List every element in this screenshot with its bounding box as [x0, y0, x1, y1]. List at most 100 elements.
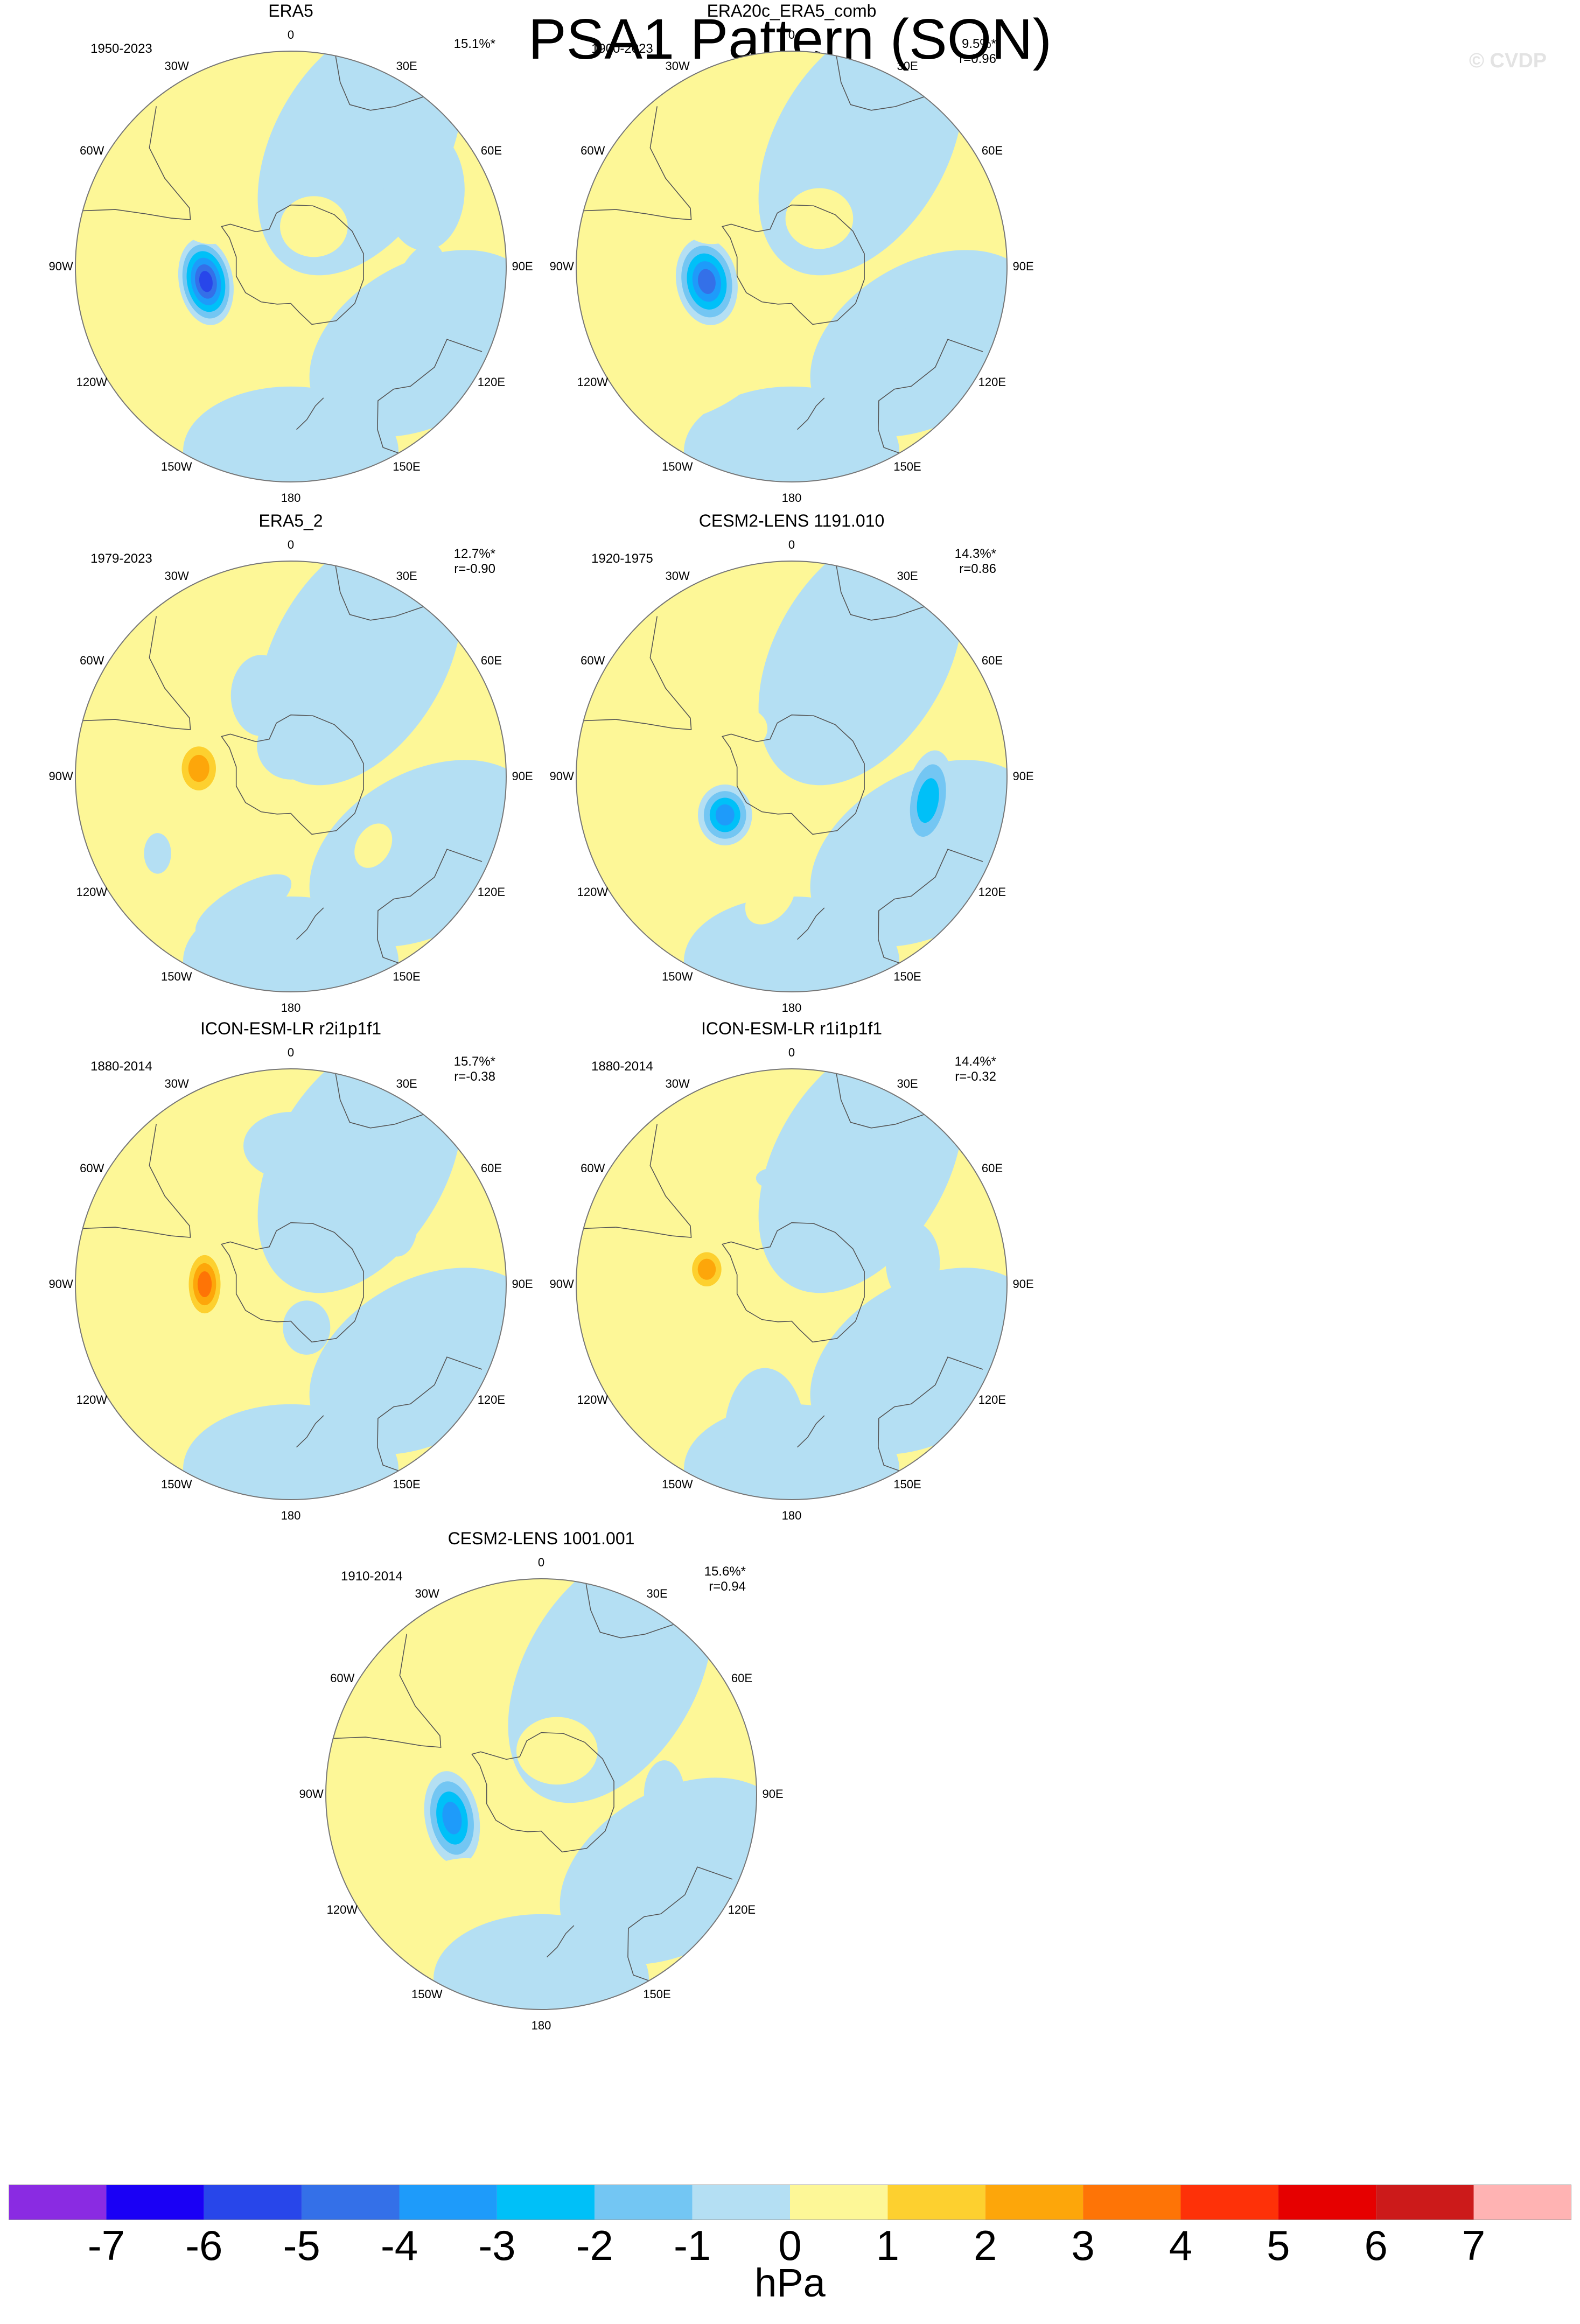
polar-map [75, 561, 507, 992]
panel-period: 1950-2023 [90, 41, 152, 56]
pattern-correlation: r=0.94 [709, 1579, 746, 1594]
longitude-label: 0 [287, 28, 295, 41]
panel-period: 1900-2023 [591, 41, 653, 56]
negative-anomaly [195, 874, 292, 939]
antarctica-coastline [221, 204, 364, 325]
longitude-label: 60E [981, 654, 1003, 667]
longitude-label: 150E [893, 970, 921, 984]
positive-anomaly [681, 197, 743, 244]
colorbar-border [9, 2185, 1571, 2220]
longitude-label: 60E [731, 1671, 753, 1685]
longitude-label: 30E [897, 59, 918, 73]
negative-anomaly [885, 1222, 940, 1304]
negative-region [183, 386, 399, 482]
variance-explained: 9.5%* [961, 37, 996, 51]
longitude-label: 60W [330, 1671, 355, 1685]
variance-explained: 14.3%* [954, 547, 996, 561]
polar-map [75, 51, 507, 482]
colorbar-tick-label: -3 [478, 2222, 516, 2269]
positive-anomaly [280, 196, 348, 257]
longitude-label: 150E [643, 1987, 671, 2001]
longitude-label: 90W [549, 1277, 574, 1291]
colorbar-swatch [790, 2185, 888, 2220]
longitude-label: 150E [893, 1478, 921, 1492]
south-america-coastline [82, 616, 191, 730]
positive-anomaly [354, 823, 393, 868]
australia-coastline [878, 849, 983, 964]
positive-anomaly [652, 339, 773, 422]
longitude-label: 30W [164, 1076, 189, 1090]
longitude-label: 150W [411, 1987, 443, 2001]
new-zealand-coastline [296, 907, 324, 940]
colorbar-swatch [204, 2185, 302, 2220]
longitude-label: 60W [581, 654, 605, 667]
longitude-label: 120W [76, 1393, 108, 1406]
antarctica-coastline [722, 204, 865, 325]
longitude-label: 30E [396, 569, 417, 583]
map-panel: ICON-ESM-LR r2i1p1f1 1880-2014 15.7%* r=-0.… [35, 1018, 574, 1529]
positive-anomaly [197, 1271, 212, 1298]
longitude-label: 30W [415, 1586, 439, 1600]
africa-coastline [836, 565, 925, 621]
colorbar-tick-label: 6 [1364, 2222, 1388, 2269]
new-zealand-coastline [296, 1415, 324, 1448]
longitude-label: 180 [281, 1509, 301, 1522]
longitude-label: 90E [512, 260, 533, 273]
new-zealand-coastline [797, 907, 825, 940]
colorbar-swatch [1180, 2185, 1278, 2220]
negative-anomaly [698, 269, 716, 294]
negative-anomaly [383, 129, 465, 251]
panel-period: 1880-2014 [591, 1059, 653, 1074]
longitude-label: 150E [393, 1478, 421, 1492]
longitude-label: 90W [48, 769, 73, 783]
australia-coastline [377, 1356, 483, 1472]
pattern-correlation: r=-0.90 [454, 562, 495, 576]
colorbar-swatch [1083, 2185, 1181, 2220]
longitude-label: 150W [161, 970, 192, 984]
negative-anomaly [756, 1168, 790, 1188]
variance-explained: 15.7%* [453, 1054, 495, 1069]
negative-anomaly [283, 1300, 331, 1355]
negative-anomaly [390, 243, 446, 334]
longitude-label: 30W [164, 569, 189, 583]
colorbar-swatch [106, 2185, 204, 2220]
panel-title: ERA5_2 [258, 511, 323, 530]
negative-region [434, 1914, 649, 2010]
longitude-label: 90W [48, 260, 73, 273]
longitude-label: 30E [396, 59, 417, 73]
map-boundary [75, 561, 507, 992]
antarctica-coastline [221, 1222, 364, 1343]
longitude-label: 90E [512, 1277, 533, 1291]
longitude-label: 180 [281, 491, 301, 505]
longitude-label: 180 [781, 1509, 802, 1522]
longitude-label: 30E [396, 1076, 417, 1090]
longitude-label: 120W [326, 1903, 358, 1916]
colorbar-tick-label: 5 [1267, 2222, 1290, 2269]
africa-coastline [836, 1073, 925, 1129]
longitude-label: 0 [788, 538, 795, 551]
colorbar-tick-label: 1 [876, 2222, 900, 2269]
negative-anomaly [564, 1683, 592, 1703]
australia-coastline [878, 1356, 983, 1472]
colorbar-swatch [985, 2185, 1083, 2220]
longitude-label: 30E [897, 569, 918, 583]
negative-region [684, 896, 899, 992]
longitude-label: 30W [665, 569, 690, 583]
colorbar-tick-label: -7 [87, 2222, 125, 2269]
colorbar-tick-label: -1 [673, 2222, 711, 2269]
colorbar-tick-label: 2 [974, 2222, 997, 2269]
map-panel: ERA20c_ERA5_comb 1900-2023 9.5%* r=0.96 0 30E… [536, 0, 1074, 512]
pattern-correlation: r=0.86 [959, 562, 996, 576]
negative-region [183, 1404, 399, 1500]
panel-period: 1979-2023 [90, 551, 152, 566]
new-zealand-coastline [547, 1925, 575, 1958]
negative-region [684, 386, 899, 482]
longitude-label: 180 [531, 2019, 551, 2032]
longitude-label: 60W [581, 1161, 605, 1175]
longitude-label: 60E [480, 1161, 502, 1175]
cvdp-watermark: © CVDP [1469, 50, 1547, 72]
colorbar-swatch [1376, 2185, 1474, 2220]
colorbar-tick-label: 0 [778, 2222, 802, 2269]
longitude-label: 180 [281, 1001, 301, 1014]
map-panel: CESM2-LENS 1191.010 1920-1975 14.3%* r=0.86… [536, 510, 1074, 1021]
